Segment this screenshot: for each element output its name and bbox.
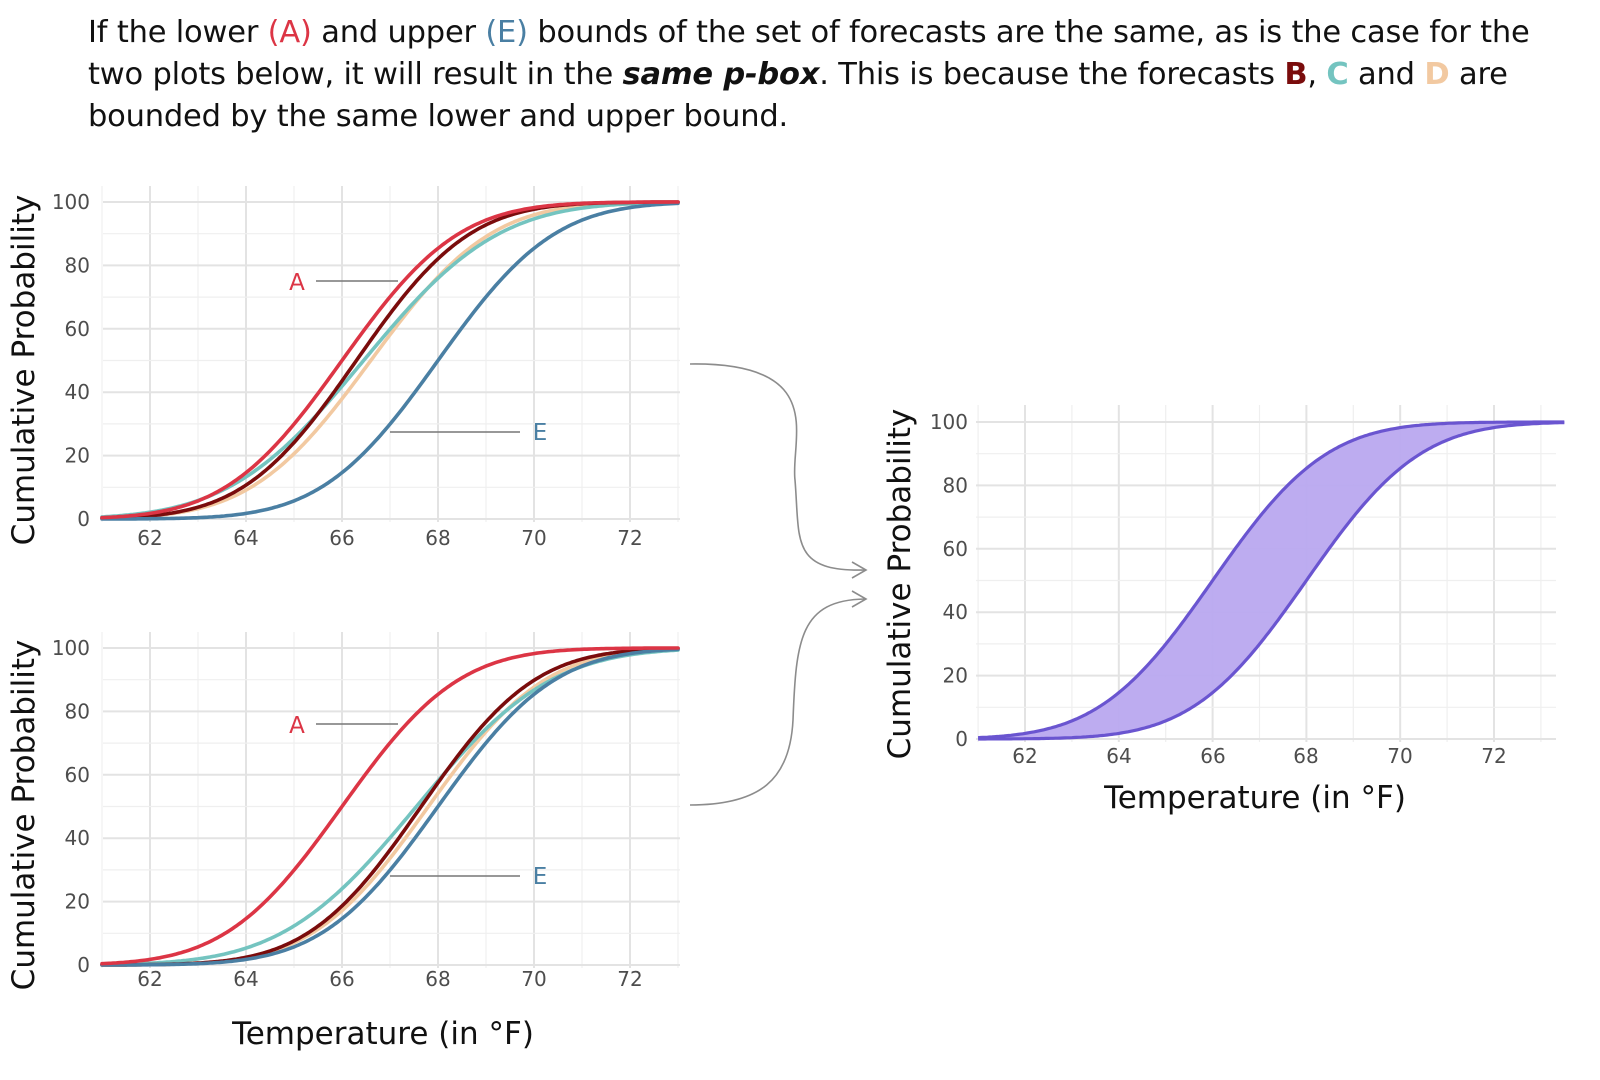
caption-text-1: If the lower — [88, 15, 268, 50]
caption-label-b: B — [1284, 57, 1308, 92]
x-axis-title: Temperature (in °F) — [231, 1016, 534, 1052]
y-tick-label: 40 — [65, 380, 90, 404]
series-line-a — [100, 200, 680, 520]
x-tick-label: 70 — [521, 526, 546, 550]
connector-bottom-arrowhead — [851, 590, 868, 608]
annotation-label-a: A — [289, 270, 305, 296]
x-tick-label: 64 — [233, 967, 258, 991]
x-tick-label: 70 — [521, 967, 546, 991]
pbox-lower-bound-line — [978, 421, 1565, 741]
x-tick-label: 64 — [233, 526, 258, 550]
caption-label-c: C — [1326, 57, 1349, 92]
y-tick-label: 80 — [65, 699, 90, 723]
y-axis-title: Cumulative Probability — [882, 409, 918, 760]
y-tick-label: 100 — [52, 636, 90, 660]
series-line-e — [100, 201, 680, 521]
x-tick-label: 66 — [329, 526, 354, 550]
y-tick-label: 60 — [65, 763, 90, 787]
x-axis-title: Temperature (in °F) — [1103, 780, 1406, 816]
chart-bottom-left: 62 64 66 68 70 72 0 20 40 60 80 100 Cumulative Proba… — [6, 632, 680, 1052]
annotation-label-a: A — [289, 713, 305, 739]
y-tick-label: 80 — [65, 253, 90, 277]
y-tick-label: 40 — [65, 826, 90, 850]
x-tick-label: 64 — [1106, 744, 1131, 768]
x-tick-label: 66 — [1200, 744, 1225, 768]
caption: If the lower (A) and upper (E) bounds of… — [88, 12, 1558, 138]
series-line-a — [100, 646, 680, 966]
y-tick-label: 60 — [65, 317, 90, 341]
grid — [101, 632, 680, 968]
caption-text-6: and — [1348, 57, 1425, 92]
y-tick-label: 0 — [77, 507, 90, 531]
chart-top-left: 62 64 66 68 70 72 0 20 40 60 80 100 Cumulative Proba… — [6, 186, 680, 550]
x-tick-label: 62 — [137, 967, 162, 991]
x-tick-label: 72 — [617, 526, 642, 550]
pbox-band — [978, 422, 1565, 739]
y-tick-label: 40 — [943, 600, 968, 624]
y-tick-label: 20 — [65, 890, 90, 914]
chart-pbox: 62 64 66 68 70 72 0 20 40 60 80 100 Cumulative Proba… — [882, 405, 1565, 816]
connector-top-arrowhead — [851, 561, 868, 579]
x-tick-label: 72 — [1481, 744, 1506, 768]
caption-text-7: are bounded by the same lower and upper … — [88, 57, 1508, 134]
y-tick-label: 60 — [943, 537, 968, 561]
y-axis-title: Cumulative Probability — [6, 195, 42, 546]
x-tick-label: 62 — [1012, 744, 1037, 768]
x-tick-label: 68 — [425, 526, 450, 550]
y-tick-label: 20 — [65, 444, 90, 468]
x-tick-label: 72 — [617, 967, 642, 991]
x-tick-label: 68 — [425, 967, 450, 991]
x-tick-label: 66 — [329, 967, 354, 991]
annotation-label-e: E — [533, 420, 548, 446]
y-axis-title: Cumulative Probability — [6, 640, 42, 991]
y-tick-label: 0 — [955, 727, 968, 751]
x-tick-label: 68 — [1293, 744, 1318, 768]
series-line-e — [100, 647, 680, 967]
caption-label-a: (A) — [267, 15, 312, 50]
x-tick-label: 62 — [137, 526, 162, 550]
caption-text-5: , — [1307, 57, 1327, 92]
connector-top — [689, 363, 866, 571]
x-tick-label: 70 — [1387, 744, 1412, 768]
caption-text-2: and upper — [311, 15, 486, 50]
y-tick-label: 100 — [52, 190, 90, 214]
caption-label-d: D — [1424, 57, 1450, 92]
caption-text-4: . This is because the forecasts — [819, 57, 1285, 92]
connector-arrows — [689, 363, 868, 806]
y-tick-label: 80 — [943, 473, 968, 497]
y-tick-label: 20 — [943, 664, 968, 688]
caption-label-e: (E) — [485, 15, 528, 50]
caption-text-3: bounds of the set of forecasts are the s… — [88, 15, 1530, 92]
annotation-label-e: E — [533, 864, 548, 890]
caption-emphasis: same p-box — [622, 57, 820, 92]
y-tick-label: 0 — [77, 953, 90, 977]
connector-bottom — [689, 598, 866, 806]
grid — [101, 186, 680, 522]
pbox-upper-bound-line — [977, 420, 1565, 740]
y-tick-label: 100 — [930, 410, 968, 434]
